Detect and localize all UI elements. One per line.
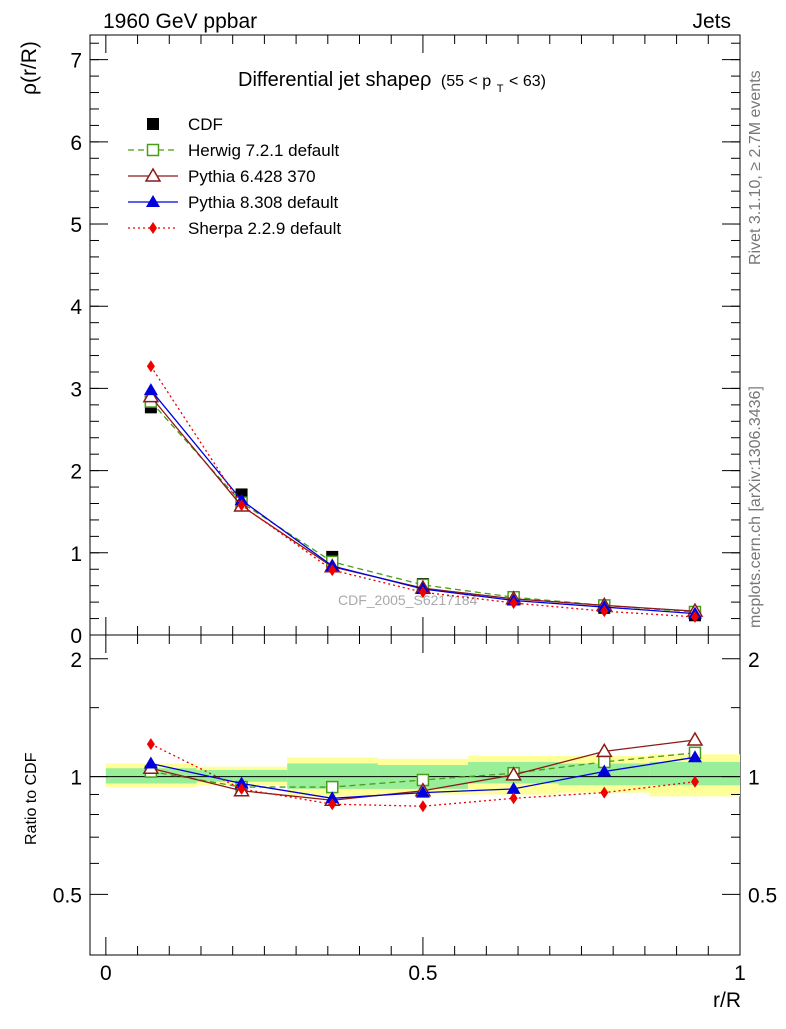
main-data-point bbox=[509, 596, 518, 609]
legend: CDF Herwig 7.2.1 default Pythia 6.428 370 P… bbox=[128, 115, 341, 238]
analysis-watermark: CDF_2005_S6217184 bbox=[338, 592, 478, 608]
main-data-point bbox=[418, 586, 427, 599]
main-series-group bbox=[142, 360, 704, 623]
ratio-data-point bbox=[325, 780, 339, 794]
legend-label: Pythia 8.308 default bbox=[188, 193, 339, 212]
stat-uncertainty-band bbox=[649, 761, 740, 786]
ratio-y-tick-label-right: 0.5 bbox=[748, 884, 777, 907]
x-axis-label: r/R bbox=[713, 989, 741, 1012]
ratio-data-point bbox=[597, 764, 612, 777]
ratio-data-point bbox=[509, 792, 518, 805]
main-axes: 0 1 2 3 4 5 6 7 bbox=[70, 35, 741, 648]
ratio-y-tick-label-right: 1 bbox=[748, 767, 760, 790]
legend-item: CDF bbox=[147, 115, 223, 134]
x-tick-label: 1 bbox=[734, 962, 746, 985]
ratio-data-point bbox=[325, 791, 340, 804]
chart-title: Differential jet shapeρ (55 < p T < 63) bbox=[238, 69, 546, 97]
legend-marker bbox=[144, 167, 162, 182]
energy-label: 1960 GeV ppbar bbox=[103, 10, 257, 33]
chart-title-range: (55 < p bbox=[441, 73, 491, 90]
ratio-data-point bbox=[146, 738, 155, 751]
main-data-point bbox=[328, 564, 337, 577]
ratio-y-tick-label: 0.5 bbox=[53, 884, 82, 907]
legend-item: Pythia 8.308 default bbox=[128, 193, 339, 212]
ratio-data-point bbox=[690, 775, 699, 788]
y-tick-label: 2 bbox=[70, 461, 82, 484]
legend-label: CDF bbox=[188, 115, 223, 134]
ratio-data-point bbox=[687, 750, 702, 763]
chart-title-main: Differential jet shapeρ bbox=[238, 69, 431, 91]
chart-title-range-end: < 63) bbox=[509, 73, 546, 90]
ratio-y-label: Ratio to CDF bbox=[23, 752, 40, 845]
ratio-data-point bbox=[237, 782, 246, 795]
ratio-axes: 0.5 0.5 1 1 2 2 0 0.5 1 bbox=[53, 635, 777, 985]
y-tick-label: 6 bbox=[70, 132, 82, 155]
ratio-y-tick-label: 1 bbox=[70, 767, 82, 790]
main-series-sherpa-2-2-9-default bbox=[146, 360, 699, 623]
y-tick-label: 5 bbox=[70, 214, 82, 237]
legend-item: Herwig 7.2.1 default bbox=[128, 141, 339, 160]
y-tick-label: 4 bbox=[70, 296, 82, 319]
main-data-point bbox=[146, 360, 155, 373]
ratio-y-tick-label: 2 bbox=[70, 649, 82, 672]
main-data-point bbox=[600, 605, 609, 618]
y-tick-label: 0 bbox=[70, 625, 82, 648]
ratio-data-point bbox=[595, 742, 613, 758]
main-data-point bbox=[237, 499, 246, 512]
ratio-data-point bbox=[234, 776, 249, 789]
main-data-point bbox=[143, 383, 158, 396]
legend-label: Sherpa 2.2.9 default bbox=[188, 219, 341, 238]
chart-title-pt-sub: T bbox=[497, 83, 504, 95]
mcplots-label: mcplots.cern.ch [arXiv:1306.3436] bbox=[747, 386, 764, 628]
category-label: Jets bbox=[692, 10, 731, 33]
rivet-label: Rivet 3.1.10, ≥ 2.7M events bbox=[747, 70, 764, 265]
ratio-data-point bbox=[600, 786, 609, 799]
ratio-data-point bbox=[415, 785, 430, 798]
legend-marker bbox=[146, 195, 160, 207]
ratio-data-point bbox=[686, 731, 704, 746]
ratio-plot-frame bbox=[89, 634, 741, 956]
y-tick-label: 3 bbox=[70, 378, 82, 401]
main-data-point bbox=[142, 388, 160, 403]
ratio-y-tick-label-right: 2 bbox=[748, 649, 760, 672]
main-y-label: ρ(r/R) bbox=[18, 41, 41, 95]
ratio-data-point bbox=[506, 781, 521, 794]
main-series-pythia-8-308-default bbox=[143, 383, 702, 619]
legend-label: Pythia 6.428 370 bbox=[188, 167, 316, 186]
ratio-data-point bbox=[143, 756, 158, 769]
y-tick-label: 1 bbox=[70, 543, 82, 566]
ratio-data-point bbox=[505, 766, 522, 781]
legend-marker bbox=[146, 143, 160, 157]
ratio-data-point bbox=[418, 800, 427, 813]
ratio-series-group bbox=[142, 731, 704, 813]
legend-marker bbox=[149, 222, 157, 234]
ratio-series-sherpa-2-2-9-default bbox=[146, 738, 699, 813]
legend-label: Herwig 7.2.1 default bbox=[188, 141, 339, 160]
legend-marker bbox=[147, 118, 159, 130]
legend-item: Pythia 6.428 370 bbox=[128, 167, 316, 186]
stat-uncertainty-band bbox=[196, 769, 288, 782]
legend-item: Sherpa 2.2.9 default bbox=[128, 219, 341, 238]
main-data-point bbox=[690, 610, 699, 623]
x-tick-label: 0.5 bbox=[408, 962, 437, 985]
y-tick-label: 7 bbox=[70, 50, 82, 73]
ratio-data-point bbox=[328, 798, 337, 811]
x-tick-label: 0 bbox=[100, 962, 112, 985]
